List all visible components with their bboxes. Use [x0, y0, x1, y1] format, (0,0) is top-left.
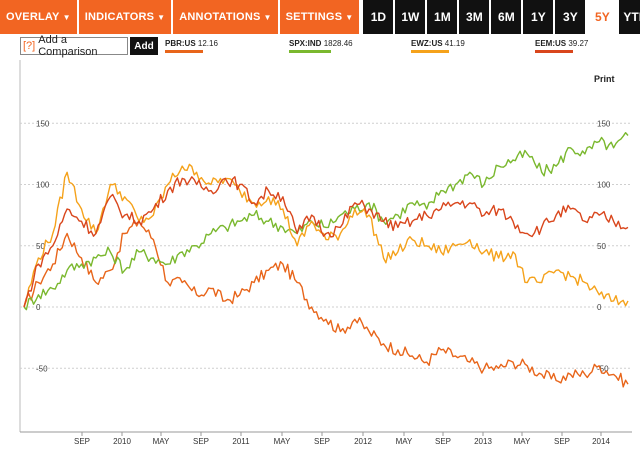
legend-item-pbr[interactable]: PBR:US 12.16 [165, 39, 218, 53]
x-tick-label: 2011 [232, 437, 250, 446]
chevron-down-icon: ▼ [62, 12, 71, 22]
range-selector: 1D 1W 1M 3M 6M 1Y 3Y 5Y YTD [363, 0, 640, 34]
x-tick-label: 2012 [354, 437, 372, 446]
x-tick-label: SEP [554, 437, 570, 446]
legend-item-ewz[interactable]: EWZ:US 41.19 [411, 39, 465, 53]
legend-swatch [535, 50, 573, 53]
range-button-1d[interactable]: 1D [363, 0, 394, 34]
range-button-3m[interactable]: 3M [459, 0, 490, 34]
y-tick-label: 150 [36, 119, 50, 128]
menu-bar: OVERLAY ▼ INDICATORS ▼ ANNOTATIONS ▼ SETTIN… [0, 0, 361, 34]
toolbar: OVERLAY ▼ INDICATORS ▼ ANNOTATIONS ▼ SETTIN… [0, 0, 640, 34]
menu-label: INDICATORS [84, 11, 155, 23]
x-tick-label: 2014 [592, 437, 610, 446]
chevron-down-icon: ▼ [157, 12, 166, 22]
menu-label: ANNOTATIONS [179, 11, 261, 23]
x-tick-label: SEP [193, 437, 209, 446]
legend-series-value: 1828.46 [323, 39, 353, 48]
chevron-down-icon: ▼ [345, 12, 354, 22]
y-tick-label: 100 [597, 181, 611, 190]
indicators-menu-button[interactable]: INDICATORS ▼ [78, 0, 172, 34]
range-button-5y[interactable]: 5Y [587, 0, 618, 34]
series-line-eem [23, 176, 629, 308]
legend-series-name: SPX:IND [289, 39, 322, 48]
settings-menu-button[interactable]: SETTINGS ▼ [279, 0, 360, 34]
menu-label: SETTINGS [285, 11, 343, 23]
series-line-ewz [23, 163, 629, 308]
series-line-pbr [23, 219, 629, 388]
legend-swatch [165, 50, 203, 53]
x-tick-label: SEP [314, 437, 330, 446]
overlay-menu-button[interactable]: OVERLAY ▼ [0, 0, 77, 34]
help-icon[interactable]: [?] [23, 40, 36, 52]
legend-swatch [289, 50, 331, 53]
legend-series-name: PBR:US [165, 39, 196, 48]
range-button-ytd[interactable]: YTD [619, 0, 640, 34]
y-tick-label: 150 [597, 119, 611, 128]
menu-label: OVERLAY [6, 11, 60, 23]
comparison-placeholder: Add a Comparison [38, 34, 98, 58]
y-tick-label: 50 [597, 242, 606, 251]
legend-series-value: 39.27 [568, 39, 589, 48]
annotations-menu-button[interactable]: ANNOTATIONS ▼ [173, 0, 278, 34]
legend-series-name: EEM:US [535, 39, 567, 48]
y-tick-label: -50 [597, 364, 609, 373]
legend-series-value: 12.16 [197, 39, 218, 48]
x-tick-label: MAY [153, 437, 170, 446]
x-tick-label: MAY [396, 437, 413, 446]
legend-item-spx[interactable]: SPX:IND 1828.46 [289, 39, 353, 53]
legend-swatch [411, 50, 449, 53]
y-tick-label: 0 [597, 303, 602, 312]
x-tick-label: 2013 [474, 437, 492, 446]
legend-series-name: EWZ:US [411, 39, 443, 48]
comparison-row: [?] Add a Comparison Add [20, 34, 158, 58]
y-tick-label: 0 [36, 303, 41, 312]
x-tick-label: SEP [435, 437, 451, 446]
x-tick-label: MAY [514, 437, 531, 446]
range-button-1y[interactable]: 1Y [523, 0, 554, 34]
y-tick-label: -50 [36, 364, 48, 373]
y-tick-label: 50 [36, 242, 45, 251]
add-comparison-button[interactable]: Add [130, 37, 158, 55]
y-tick-label: 100 [36, 181, 50, 190]
range-button-6m[interactable]: 6M [491, 0, 522, 34]
print-button[interactable]: Print [594, 74, 615, 84]
legend-item-eem[interactable]: EEM:US 39.27 [535, 39, 589, 53]
series-line-spx [23, 132, 629, 311]
range-button-1m[interactable]: 1M [427, 0, 458, 34]
range-button-3y[interactable]: 3Y [555, 0, 586, 34]
comparison-input[interactable]: [?] Add a Comparison [20, 34, 128, 58]
x-tick-label: MAY [274, 437, 291, 446]
legend-series-value: 41.19 [444, 39, 465, 48]
chevron-down-icon: ▼ [263, 12, 272, 22]
range-button-1w[interactable]: 1W [395, 0, 426, 34]
x-tick-label: 2010 [113, 437, 131, 446]
x-tick-label: SEP [74, 437, 90, 446]
